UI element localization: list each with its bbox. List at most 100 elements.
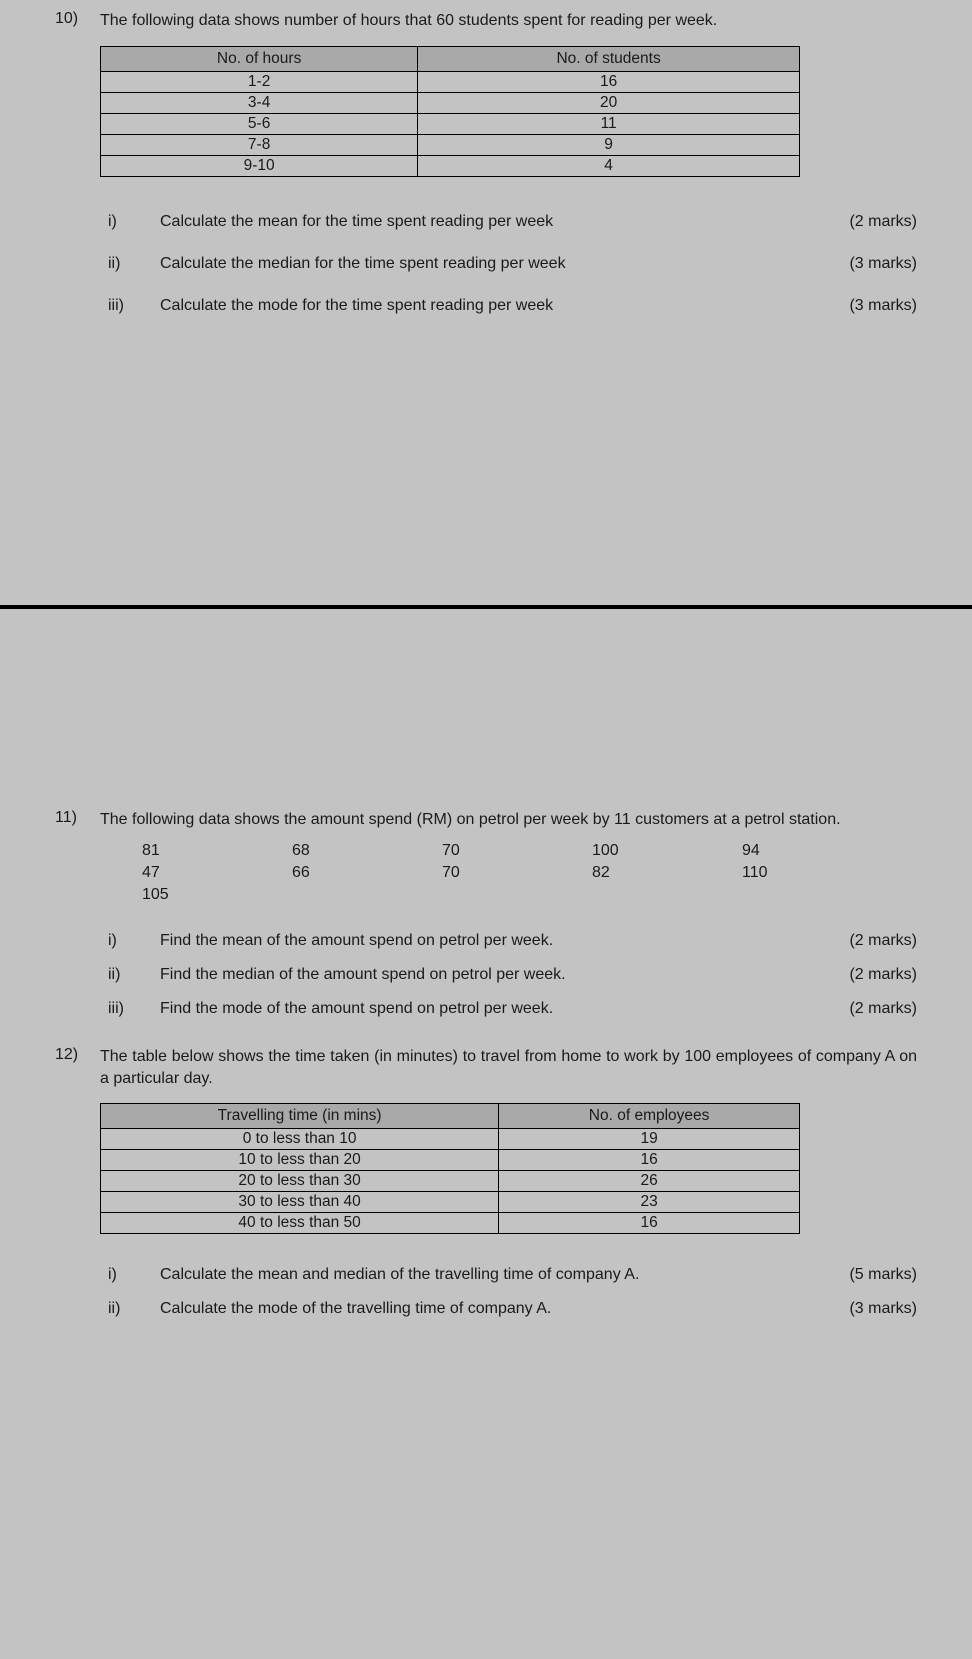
subquestion-group: i) Find the mean of the amount spend on …	[100, 924, 917, 1026]
table-header: Travelling time (in mins)	[101, 1104, 499, 1129]
question-body: The following data shows the amount spen…	[100, 809, 917, 1027]
q10-table: No. of hours No. of students 1-2 16 3-4 …	[100, 46, 800, 177]
table-cell: 40 to less than 50	[101, 1213, 499, 1234]
subquestion-label: i)	[100, 213, 160, 231]
table-cell: 9-10	[101, 155, 418, 176]
table-header: No. of hours	[101, 46, 418, 71]
subquestion-label: ii)	[100, 1300, 160, 1318]
table-row: 1-2 16	[101, 71, 800, 92]
subquestion: iii) Calculate the mode for the time spe…	[100, 285, 917, 327]
subquestion-text: Calculate the mode of the travelling tim…	[160, 1300, 827, 1318]
data-cell: 47	[142, 862, 292, 884]
subquestion-marks: (2 marks)	[827, 966, 917, 984]
table-cell: 30 to less than 40	[101, 1192, 499, 1213]
data-cell: 100	[592, 840, 742, 862]
subquestion-text: Calculate the mode for the time spent re…	[160, 297, 827, 315]
table-cell: 5-6	[101, 113, 418, 134]
table-row: 0 to less than 10 19	[101, 1129, 800, 1150]
table-row: 30 to less than 40 23	[101, 1192, 800, 1213]
subquestion-group: i) Calculate the mean and median of the …	[100, 1258, 917, 1326]
table-cell: 20	[418, 92, 800, 113]
page-2: 11) The following data shows the amount …	[0, 799, 972, 1395]
subquestion-marks: (3 marks)	[827, 1300, 917, 1318]
subquestion-text: Calculate the median for the time spent …	[160, 255, 827, 273]
subquestion-text: Calculate the mean and median of the tra…	[160, 1266, 827, 1284]
table-row: 5-6 11	[101, 113, 800, 134]
data-cell: 66	[292, 862, 442, 884]
question-12: 12) The table below shows the time taken…	[55, 1046, 917, 1326]
question-11: 11) The following data shows the amount …	[55, 809, 917, 1027]
data-cell: 68	[292, 840, 442, 862]
subquestion: i) Calculate the mean for the time spent…	[100, 201, 917, 243]
table-row: 3-4 20	[101, 92, 800, 113]
q12-table: Travelling time (in mins) No. of employe…	[100, 1103, 800, 1234]
table-row: 7-8 9	[101, 134, 800, 155]
question-10: 10) The following data shows number of h…	[55, 10, 917, 327]
subquestion: ii) Find the median of the amount spend …	[100, 958, 917, 992]
subquestion-text: Find the mode of the amount spend on pet…	[160, 1000, 827, 1018]
data-cell: 70	[442, 862, 592, 884]
subquestion-label: iii)	[100, 1000, 160, 1018]
subquestion-label: ii)	[100, 966, 160, 984]
subquestion: ii) Calculate the mode of the travelling…	[100, 1292, 917, 1326]
subquestion-label: iii)	[100, 297, 160, 315]
table-cell: 19	[499, 1129, 800, 1150]
subquestion: i) Find the mean of the amount spend on …	[100, 924, 917, 958]
subquestion-text: Find the mean of the amount spend on pet…	[160, 932, 827, 950]
subquestion-marks: (3 marks)	[827, 255, 917, 273]
subquestion-marks: (2 marks)	[827, 1000, 917, 1018]
table-cell: 20 to less than 30	[101, 1171, 499, 1192]
data-cell: 70	[442, 840, 592, 862]
subquestion: iii) Find the mode of the amount spend o…	[100, 992, 917, 1026]
table-cell: 23	[499, 1192, 800, 1213]
subquestion-text: Find the median of the amount spend on p…	[160, 966, 827, 984]
page-gap	[0, 609, 972, 799]
subquestion-marks: (3 marks)	[827, 297, 917, 315]
subquestion-label: i)	[100, 1266, 160, 1284]
table-cell: 16	[499, 1213, 800, 1234]
q11-data-grid: 81 68 70 100 94 47 66 70 82 110 105	[100, 830, 917, 924]
data-cell: 82	[592, 862, 742, 884]
data-cell: 94	[742, 840, 892, 862]
data-row: 105	[142, 884, 917, 906]
page-gap	[0, 395, 972, 605]
table-header: No. of students	[418, 46, 800, 71]
table-row: 10 to less than 20 16	[101, 1150, 800, 1171]
spacer	[55, 1034, 917, 1046]
subquestion-marks: (2 marks)	[827, 932, 917, 950]
subquestion-label: ii)	[100, 255, 160, 273]
question-number: 10)	[55, 10, 100, 28]
table-cell: 11	[418, 113, 800, 134]
data-cell: 110	[742, 862, 892, 884]
table-cell: 9	[418, 134, 800, 155]
data-cell: 105	[142, 884, 292, 906]
table-cell: 10 to less than 20	[101, 1150, 499, 1171]
subquestion-marks: (2 marks)	[827, 213, 917, 231]
table-cell: 4	[418, 155, 800, 176]
table-row: 20 to less than 30 26	[101, 1171, 800, 1192]
table-cell: 26	[499, 1171, 800, 1192]
table-cell: 0 to less than 10	[101, 1129, 499, 1150]
page-1: 10) The following data shows number of h…	[0, 0, 972, 395]
question-text: The table below shows the time taken (in…	[100, 1046, 917, 1089]
question-body: The table below shows the time taken (in…	[100, 1046, 917, 1326]
subquestion: i) Calculate the mean and median of the …	[100, 1258, 917, 1292]
question-text: The following data shows the amount spen…	[100, 809, 917, 831]
table-cell: 16	[499, 1150, 800, 1171]
table-row: 40 to less than 50 16	[101, 1213, 800, 1234]
table-cell: 16	[418, 71, 800, 92]
data-row: 81 68 70 100 94	[142, 840, 917, 862]
subquestion-label: i)	[100, 932, 160, 950]
question-text: The following data shows number of hours…	[100, 10, 917, 32]
subquestion: ii) Calculate the median for the time sp…	[100, 243, 917, 285]
question-body: The following data shows number of hours…	[100, 10, 917, 327]
subquestion-text: Calculate the mean for the time spent re…	[160, 213, 827, 231]
data-row: 47 66 70 82 110	[142, 862, 917, 884]
question-number: 12)	[55, 1046, 100, 1064]
table-header: No. of employees	[499, 1104, 800, 1129]
subquestion-marks: (5 marks)	[827, 1266, 917, 1284]
table-cell: 3-4	[101, 92, 418, 113]
data-cell: 81	[142, 840, 292, 862]
table-row: 9-10 4	[101, 155, 800, 176]
table-cell: 1-2	[101, 71, 418, 92]
